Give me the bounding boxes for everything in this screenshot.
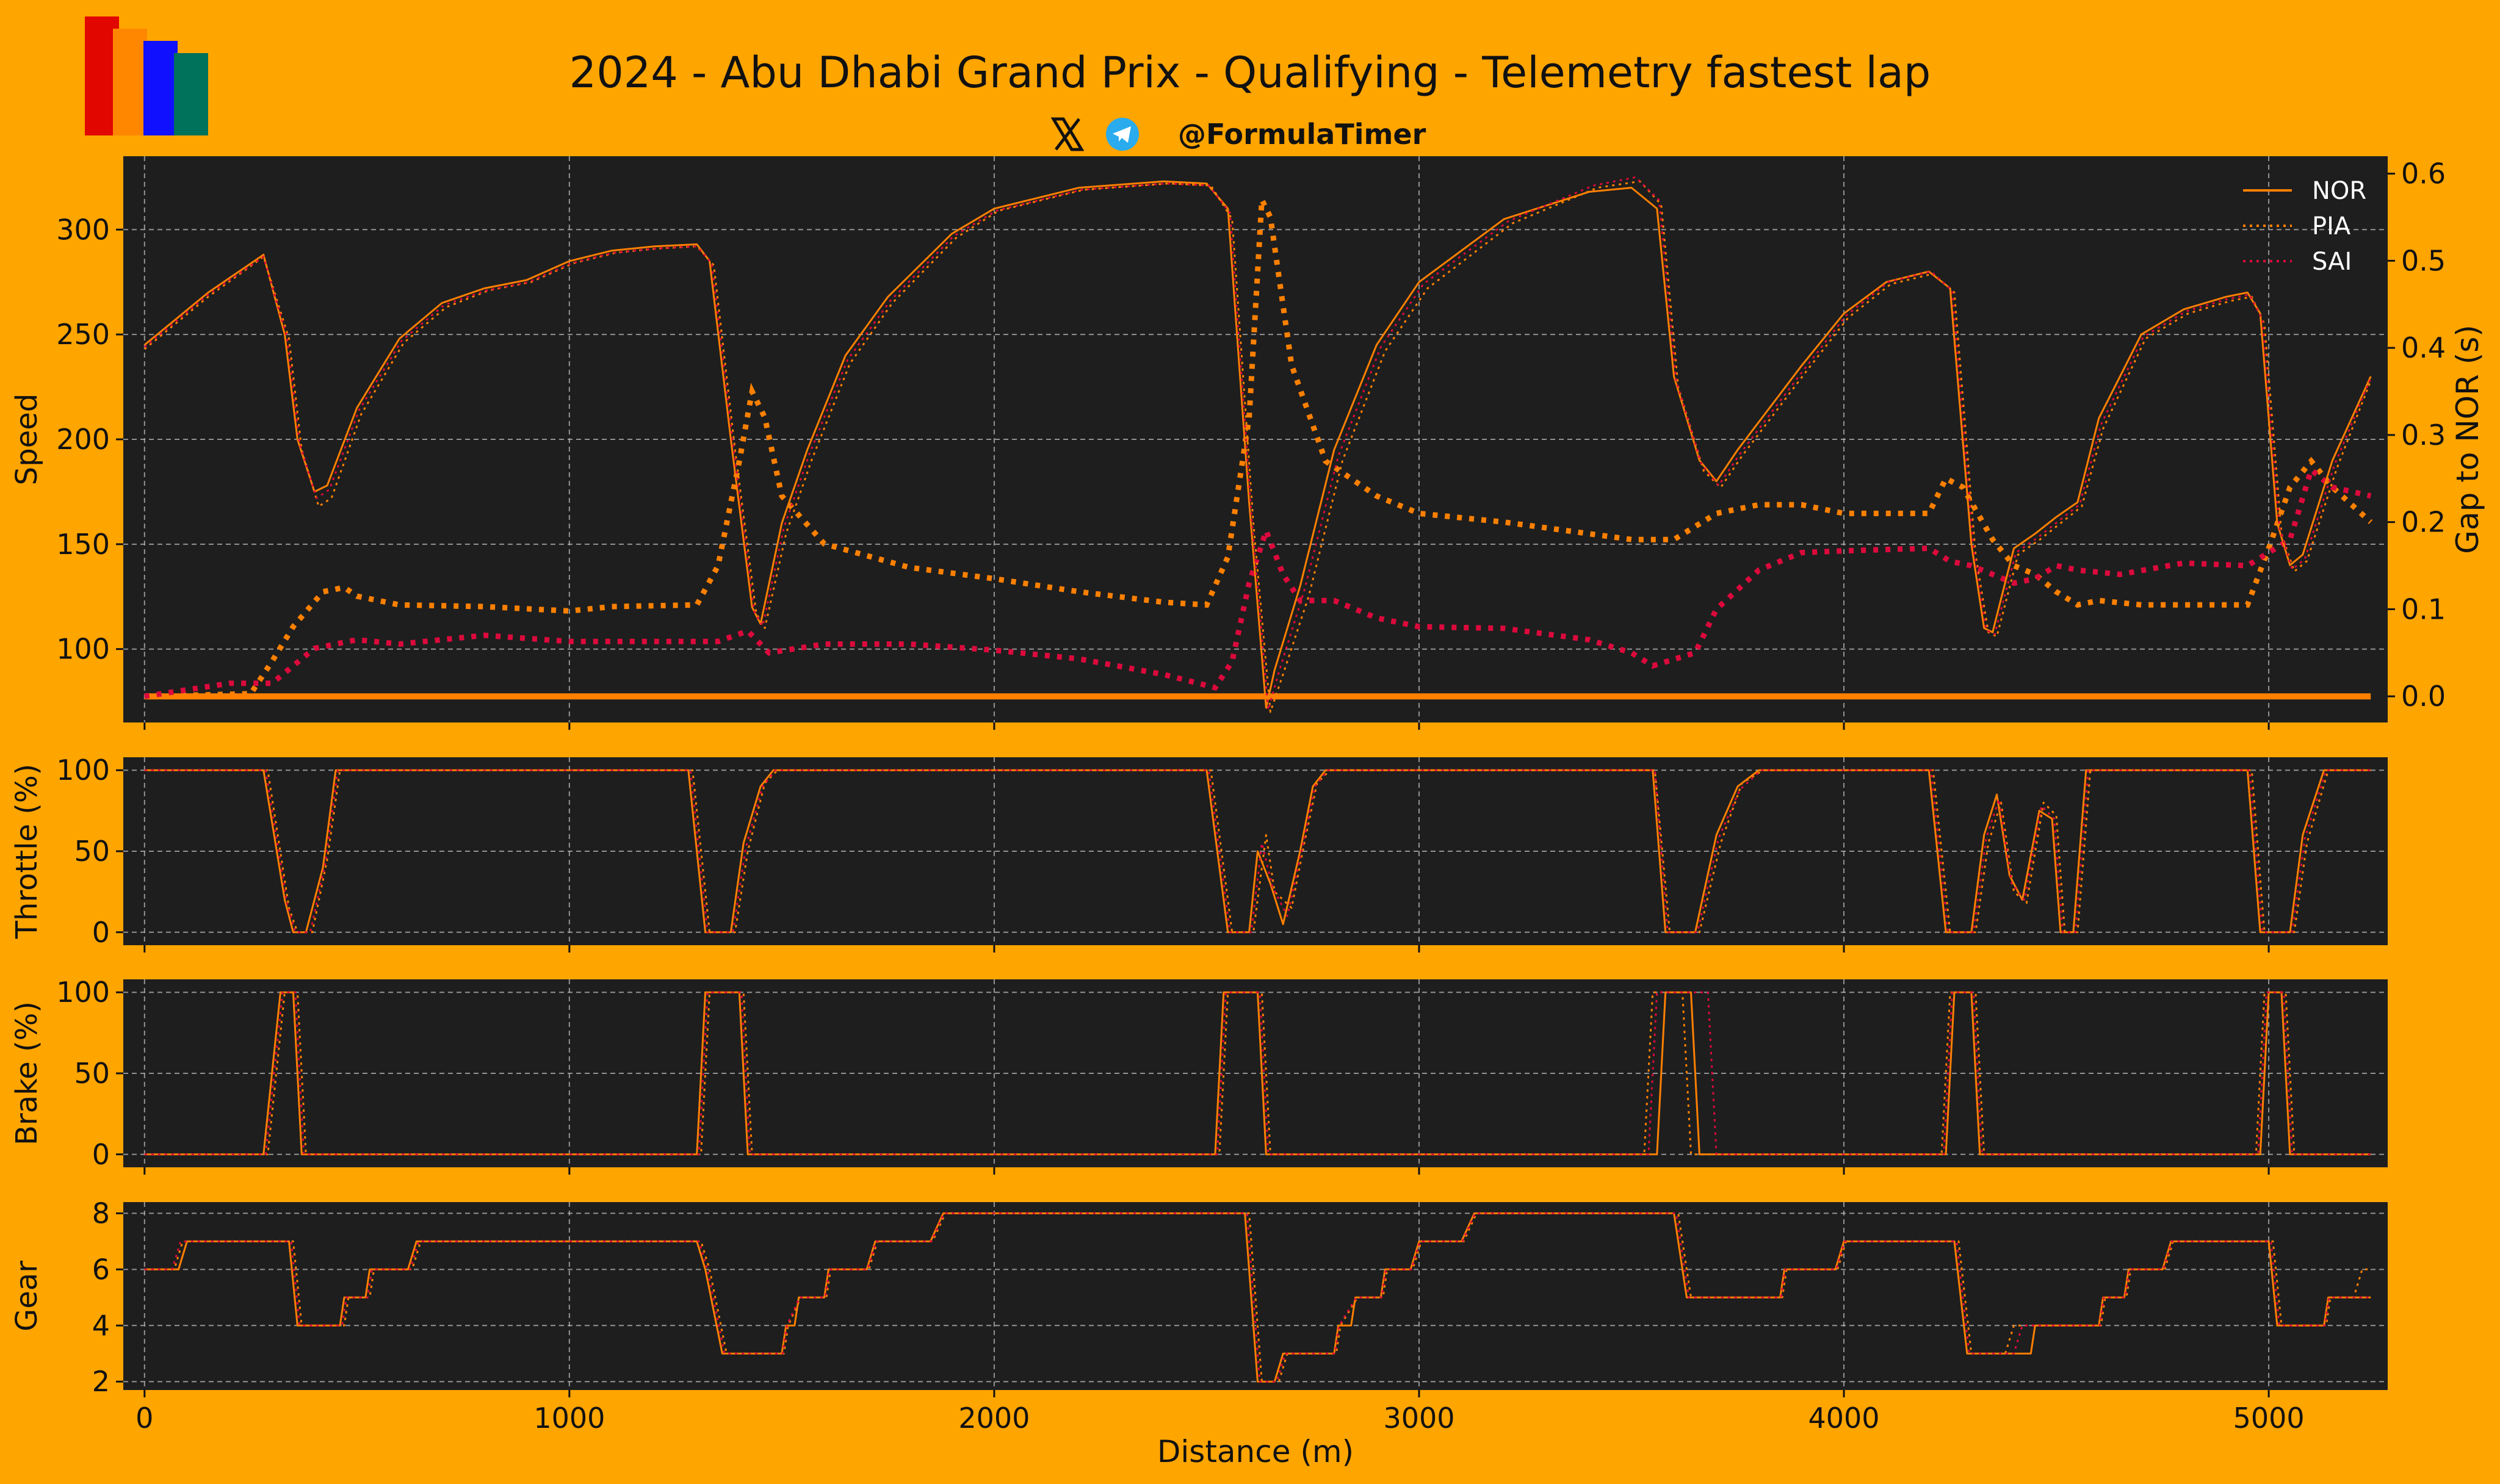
gear-y-tick-label: 8 (92, 1197, 110, 1230)
gap-y-tick-label: 0.6 (2401, 157, 2446, 190)
gap-y-tick-label: 0.0 (2401, 680, 2446, 713)
throttle-series-nor (144, 769, 2371, 934)
gap-series-pia (144, 189, 2373, 699)
gear-y-tick-label: 6 (92, 1253, 110, 1286)
speed-y-tick-label: 200 (56, 423, 110, 456)
brake-y-tick-label: 100 (56, 976, 110, 1009)
throttle-series-sai (144, 769, 2371, 934)
gap-y-axis-label: Gap to NOR (s) (2450, 325, 2485, 554)
throttle-y-tick-label: 50 (74, 835, 110, 868)
gap-series-sai (144, 465, 2372, 699)
gear-series-nor (144, 1212, 2371, 1383)
legend-label-pia: PIA (2312, 212, 2351, 240)
speed-series-nor (143, 180, 2372, 709)
gap-y-tick-label: 0.5 (2401, 244, 2446, 277)
throttle-y-tick-label: 0 (92, 916, 110, 949)
throttle-y-axis-label: Throttle (%) (10, 764, 44, 940)
social-handle: @FormulaTimer (1178, 118, 1426, 151)
gear-y-axis-label: Gear (10, 1261, 44, 1331)
speed-series-sai (143, 176, 2372, 711)
brake-series-sai (144, 991, 2371, 1156)
speed-y-tick-label: 150 (56, 528, 110, 561)
speed-y-tick-label: 100 (56, 633, 110, 666)
speed-y-tick-label: 300 (56, 213, 110, 246)
x-tick-label: 5000 (2233, 1402, 2305, 1435)
x-tick-label: 1000 (533, 1402, 605, 1435)
x-logo-icon (1050, 117, 1085, 151)
throttle-series-pia (144, 769, 2371, 934)
legend-label-nor: NOR (2312, 177, 2366, 205)
speed-y-axis-label: Speed (10, 394, 44, 485)
brake-y-axis-label: Brake (%) (10, 1001, 44, 1145)
telegram-icon (1106, 118, 1139, 151)
x-axis-label: Distance (m) (1157, 1434, 1354, 1469)
social-bar: @FormulaTimer (1050, 116, 1426, 153)
brake-y-tick-label: 50 (74, 1057, 110, 1090)
x-tick-label: 0 (135, 1402, 153, 1435)
gear-y-tick-label: 2 (92, 1365, 110, 1398)
x-tick-label: 3000 (1383, 1402, 1454, 1435)
gear-y-tick-label: 4 (92, 1309, 110, 1342)
gap-y-tick-label: 0.3 (2401, 419, 2446, 452)
throttle-y-tick-label: 100 (56, 754, 110, 787)
legend-label-sai: SAI (2312, 248, 2352, 276)
gap-y-tick-label: 0.4 (2401, 331, 2446, 364)
brake-y-tick-label: 0 (92, 1138, 110, 1171)
formula-timer-logo (85, 16, 208, 135)
chart-title: 2024 - Abu Dhabi Grand Prix - Qualifying… (569, 48, 1931, 98)
speed-y-tick-label: 250 (56, 318, 110, 351)
gear-series-pia (144, 1212, 2371, 1383)
x-tick-label: 4000 (1808, 1402, 1880, 1435)
x-tick-label: 2000 (958, 1402, 1030, 1435)
gap-y-tick-label: 0.1 (2401, 593, 2446, 625)
gap-y-tick-label: 0.2 (2401, 506, 2446, 539)
